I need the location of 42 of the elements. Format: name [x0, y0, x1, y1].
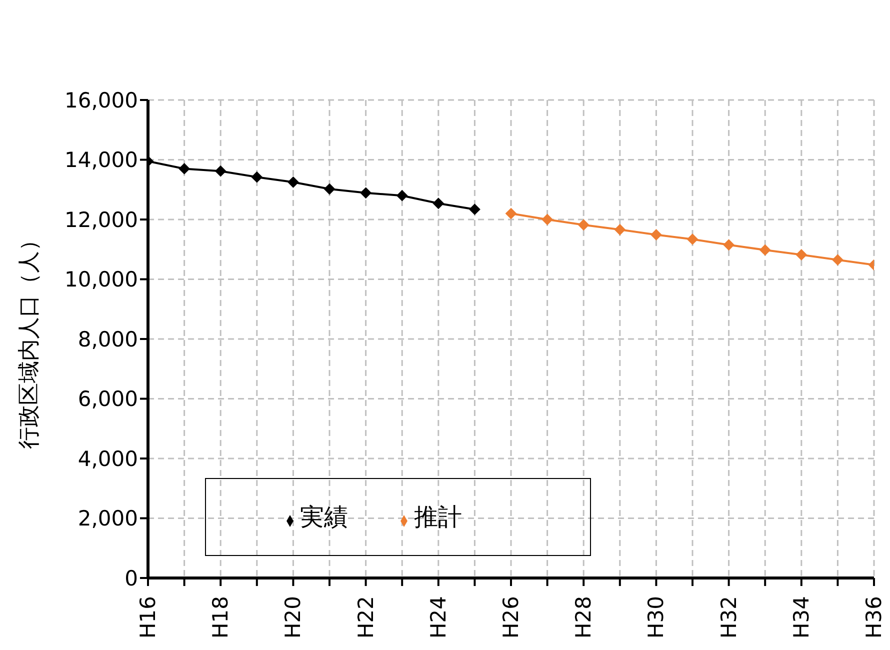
x-tick-label: H26: [499, 596, 523, 639]
x-tick-label: H32: [716, 596, 741, 639]
x-tick-label: H28: [572, 596, 596, 639]
legend-label: 推計: [414, 503, 462, 531]
x-tick-label: H24: [426, 596, 450, 639]
point: [760, 244, 771, 256]
point: [288, 176, 299, 188]
y-tick-label: 14,000: [64, 148, 138, 172]
x-tick-label: H36: [862, 596, 886, 639]
x-tick-label: H16: [136, 596, 160, 639]
point: [832, 254, 844, 266]
point: [796, 249, 807, 260]
point: [360, 187, 372, 198]
y-tick-label: 12,000: [64, 208, 138, 232]
legend-label: 実績: [300, 503, 348, 531]
point: [650, 229, 662, 240]
x-tick-label: H20: [281, 596, 306, 639]
x-tick-label: H34: [789, 596, 814, 639]
point: [432, 198, 444, 209]
point: [542, 214, 553, 225]
y-tick-label: 10,000: [64, 268, 138, 292]
point: [215, 166, 226, 177]
y-tick-label: 8,000: [78, 327, 138, 352]
point: [469, 204, 480, 215]
y-tick-label: 2,000: [78, 506, 138, 531]
x-tick-label: H18: [208, 596, 233, 639]
point: [723, 239, 734, 250]
x-tick-label: H30: [644, 596, 668, 639]
y-tick-label: 16,000: [64, 88, 138, 112]
point: [578, 219, 590, 230]
point: [506, 208, 516, 220]
point: [614, 224, 626, 236]
y-tick-label: 0: [124, 566, 138, 590]
y-tick-label: 6,000: [78, 387, 138, 412]
point: [251, 172, 262, 183]
y-tick-label: 4,000: [78, 446, 138, 471]
point: [687, 234, 698, 245]
point: [324, 184, 335, 195]
point: [178, 163, 190, 174]
point: [396, 190, 408, 202]
y-axis-title: 行政区域内人口（人）: [16, 229, 42, 449]
x-tick-label: H22: [354, 596, 378, 639]
